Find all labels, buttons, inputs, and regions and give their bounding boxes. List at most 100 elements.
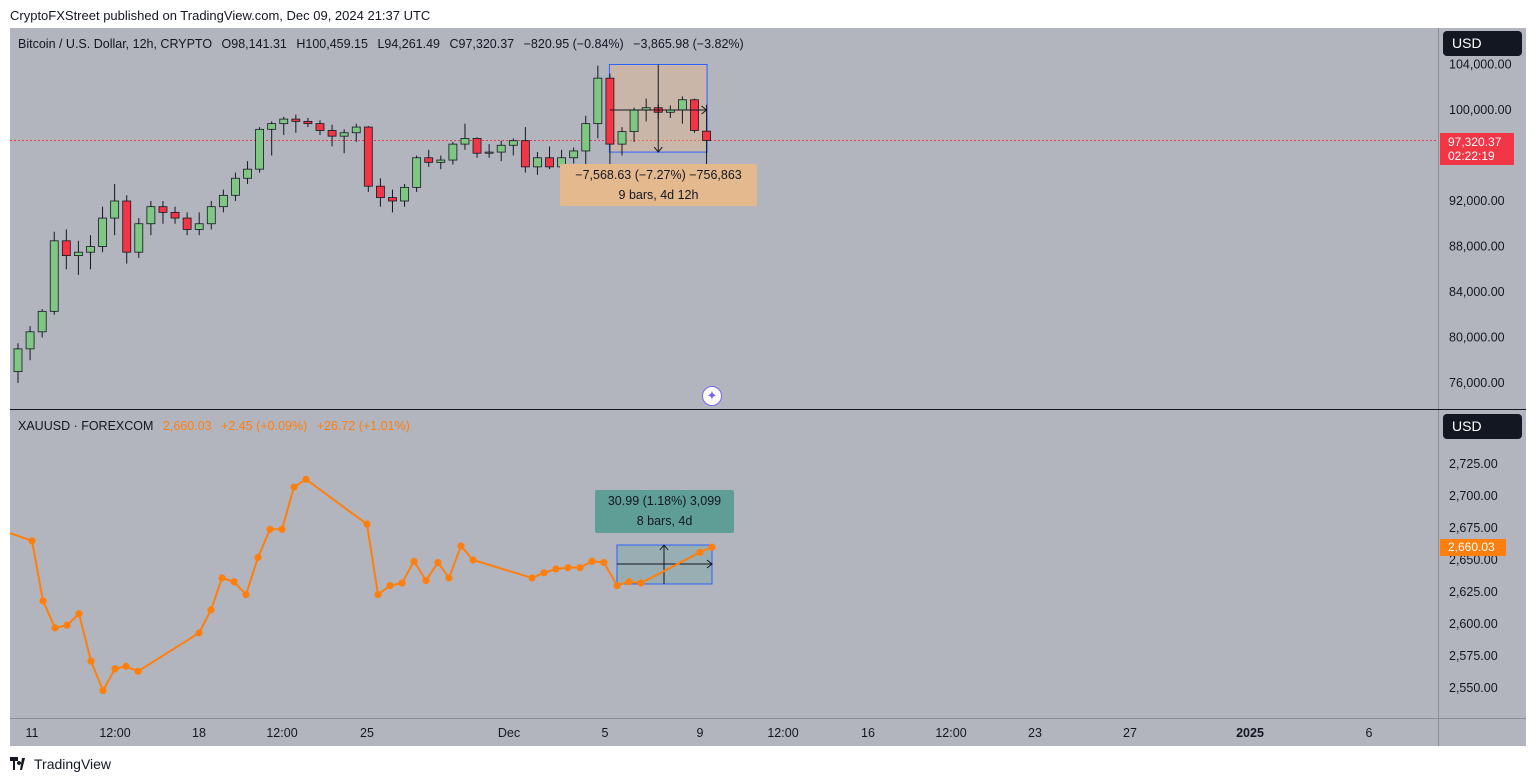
btc-candle-body <box>110 200 120 219</box>
btc-candle-body <box>569 150 579 159</box>
btc-candle-body <box>61 240 71 256</box>
xau-point <box>122 662 130 670</box>
xau-point <box>625 578 633 586</box>
xau-title[interactable]: XAUUSD · FOREXCOM <box>18 419 154 433</box>
xau-point <box>266 525 274 533</box>
xau-measure-line2: 8 bars, 4d <box>636 514 693 528</box>
xau-change: +2.45 (+0.09%) <box>221 419 308 433</box>
xau-change2: +26.72 (+1.01%) <box>316 419 410 433</box>
time-tick-label: 25 <box>360 726 374 740</box>
xau-point <box>218 574 226 582</box>
xau-point <box>600 558 608 567</box>
xau-point <box>386 582 394 590</box>
btc-currency-button[interactable]: USD <box>1443 31 1522 56</box>
xau-point <box>51 624 59 632</box>
btc-candle-body <box>629 109 639 133</box>
time-tick-label: 11 <box>26 726 39 740</box>
footer: TradingView <box>10 756 111 772</box>
btc-candle-body <box>13 348 23 373</box>
btc-candle-body <box>593 77 603 125</box>
btc-candle-body <box>255 128 265 170</box>
tradingview-logo-icon <box>10 757 25 770</box>
footer-brand[interactable]: TradingView <box>34 756 112 772</box>
xau-ytick-label: 2,675.00 <box>1449 521 1498 535</box>
xau-ytick-label: 2,700.00 <box>1449 489 1498 503</box>
xau-ytick-label: 2,600.00 <box>1449 617 1498 631</box>
xau-point <box>576 564 584 572</box>
xau-point <box>28 537 36 545</box>
xau-measure-arrow-head <box>659 544 669 551</box>
pane-divider[interactable] <box>10 409 1526 410</box>
btc-candle-body <box>267 123 277 130</box>
btc-candle-body <box>484 151 494 154</box>
xau-point <box>528 574 536 582</box>
time-tick-label: 27 <box>1123 726 1137 740</box>
btc-countdown: 02:22:19 <box>1448 149 1495 163</box>
btc-candle-body <box>424 157 434 163</box>
btc-candle-body <box>702 130 711 141</box>
btc-candle-body <box>617 131 627 145</box>
btc-candle-body <box>49 240 59 312</box>
xau-point <box>63 621 71 629</box>
btc-measure-label: −7,568.63 (−7.27%) −756,863 9 bars, 4d 1… <box>560 164 757 206</box>
btc-candle-body <box>74 251 83 256</box>
xau-price-tag: 2,660.03 <box>1440 539 1506 556</box>
xau-point <box>134 667 142 675</box>
xau-point <box>469 556 477 564</box>
btc-measure-line1: −7,568.63 (−7.27%) −756,863 <box>575 168 742 182</box>
btc-ytick-label: 84,000.00 <box>1449 285 1505 299</box>
btc-candle-body <box>363 126 373 187</box>
xau-point <box>254 553 262 562</box>
btc-candle-body <box>605 77 615 145</box>
xau-currency-button[interactable]: USD <box>1443 414 1522 439</box>
btc-ytick-label: 100,000.00 <box>1449 103 1512 117</box>
btc-ytick-label: 76,000.00 <box>1449 376 1505 390</box>
btc-candle-body <box>460 138 470 145</box>
btc-candle-body <box>279 118 289 125</box>
btc-low: L94,261.49 <box>377 37 441 51</box>
xau-point <box>445 574 453 582</box>
btc-candle-body <box>327 130 337 137</box>
xau-point <box>564 564 572 572</box>
btc-price-tag: 97,320.37 02:22:19 <box>1440 133 1514 165</box>
xau-point <box>75 610 83 618</box>
btc-ytick-label: 92,000.00 <box>1449 194 1505 208</box>
btc-candle-body <box>206 206 216 225</box>
xau-ytick-label: 2,575.00 <box>1449 649 1498 663</box>
xau-point <box>195 629 203 637</box>
btc-measure-line2: 9 bars, 4d 12h <box>618 188 699 202</box>
btc-candle-body <box>146 206 156 225</box>
btc-close: C97,320.37 <box>449 37 515 51</box>
btc-ytick-label: 88,000.00 <box>1449 240 1505 254</box>
xau-point <box>457 542 465 550</box>
xau-point <box>637 579 645 587</box>
time-tick-label: 12:00 <box>99 726 130 740</box>
btc-change2: −3,865.98 (−3.82%) <box>633 37 744 51</box>
btc-candle-body <box>170 211 180 219</box>
xau-point <box>290 483 298 491</box>
btc-candle-body <box>218 194 228 208</box>
btc-candle-body <box>412 157 422 188</box>
btc-candle-body <box>339 132 349 137</box>
xau-point <box>242 590 250 599</box>
xau-line <box>9 475 716 695</box>
xau-point <box>39 597 47 605</box>
xau-point <box>552 565 560 573</box>
btc-candle-body <box>98 217 107 247</box>
btc-candle-body <box>545 157 554 168</box>
xau-point <box>302 475 310 483</box>
btc-ytick-label: 80,000.00 <box>1449 331 1505 345</box>
btc-measure-arrow-head <box>653 146 663 153</box>
xau-point <box>540 569 548 577</box>
xau-last: 2,660.03 <box>162 419 212 433</box>
btc-candle-body <box>496 144 506 153</box>
btc-candle-body <box>388 197 397 202</box>
btc-title[interactable]: Bitcoin / U.S. Dollar, 12h, CRYPTO <box>18 37 213 51</box>
axes: 104,000.00 100,000.00 92,000.00 88,000.00 84… <box>26 58 1512 741</box>
btc-candle-body <box>231 177 240 196</box>
sparkle-icon[interactable]: ✦ <box>702 386 722 406</box>
btc-candle-body <box>134 223 144 253</box>
time-tick-label: 5 <box>602 726 609 740</box>
xau-ytick-label: 2,650.00 <box>1449 553 1498 567</box>
